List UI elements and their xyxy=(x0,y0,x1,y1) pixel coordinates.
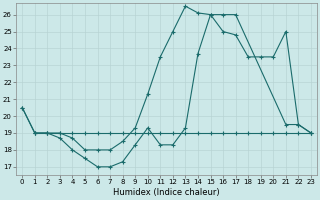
X-axis label: Humidex (Indice chaleur): Humidex (Indice chaleur) xyxy=(113,188,220,197)
